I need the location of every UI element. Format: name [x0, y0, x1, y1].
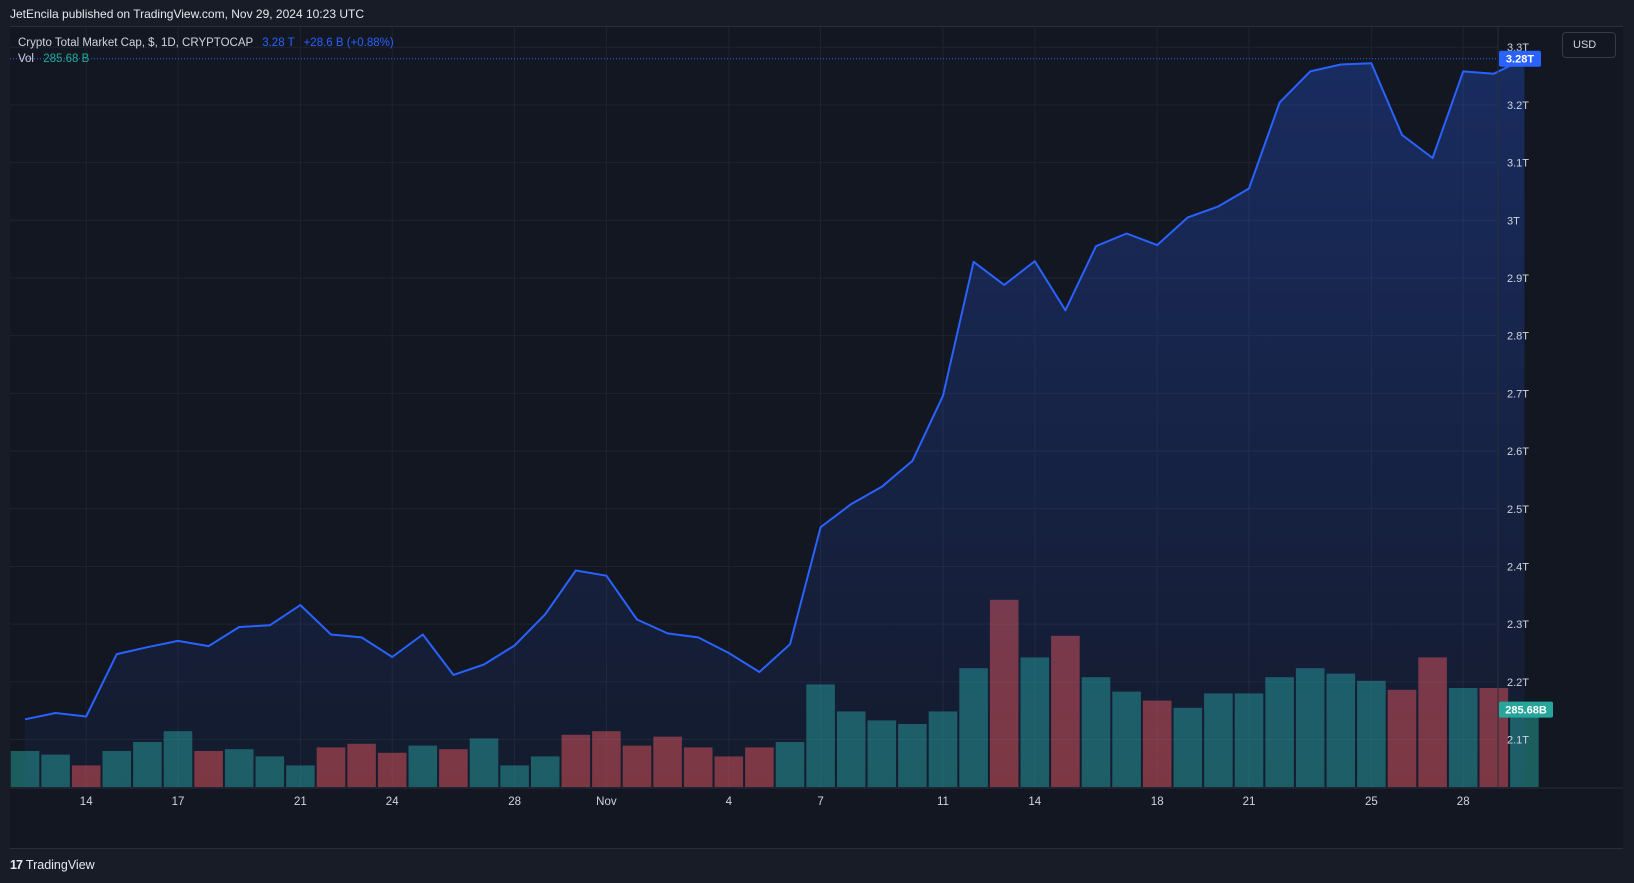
- legend-volume-row[interactable]: Vol 285.68 B: [18, 51, 394, 67]
- price-tick-label-9: 2.4T: [1507, 561, 1529, 573]
- last-price-marker: [1499, 50, 1541, 67]
- time-tick-label-6: 4: [726, 796, 733, 808]
- time-tick-label-12: 25: [1365, 796, 1378, 808]
- price-tick-label-11: 2.2T: [1507, 677, 1529, 689]
- time-tick-label-4: 28: [508, 796, 521, 808]
- price-tick-label-10: 2.3T: [1507, 619, 1529, 631]
- chart-legend: Crypto Total Market Cap, $, 1D, CRYPTOCA…: [18, 35, 394, 67]
- publisher-caption: JetEncila published on TradingView.com, …: [10, 7, 364, 21]
- price-tick-label-1: 3.2T: [1507, 100, 1529, 112]
- chart-canvas[interactable]: 3.3T3.2T3.1T3T2.9T2.8T2.7T2.6T2.5T2.4T2.…: [10, 27, 1623, 848]
- last-volume-marker-label: 285.68B: [1505, 705, 1547, 717]
- legend-title: Crypto Total Market Cap, $, 1D, CRYPTOCA…: [18, 37, 253, 49]
- last-volume-marker: [1499, 701, 1553, 718]
- legend-last-value: 3.28 T: [262, 37, 295, 49]
- time-tick-label-8: 11: [937, 796, 949, 808]
- time-tick-label-5: Nov: [596, 796, 617, 808]
- price-axis[interactable]: 3.3T3.2T3.1T3T2.9T2.8T2.7T2.6T2.5T2.4T2.…: [1497, 27, 1529, 788]
- tradingview-logo-icon: 17: [10, 858, 23, 872]
- time-tick-label-0: 14: [80, 796, 93, 808]
- last-value-markers: 3.28T 285.68B: [1499, 50, 1553, 718]
- legend-symbol-row[interactable]: Crypto Total Market Cap, $, 1D, CRYPTOCA…: [18, 35, 394, 51]
- time-tick-label-9: 14: [1028, 796, 1041, 808]
- time-axis[interactable]: 14 17 21 24 28 Nov 4 7 11 14 18 21 25 28: [10, 787, 1623, 808]
- time-tick-label-1: 17: [172, 796, 185, 808]
- legend-change: +28.6 B (+0.88%): [303, 37, 394, 49]
- price-tick-label-4: 2.9T: [1507, 273, 1529, 285]
- price-area-fill: [25, 58, 1525, 788]
- price-tick-label-6: 2.7T: [1507, 388, 1529, 400]
- chart-pane[interactable]: 3.3T 3.2T 3.1T 3T 2.9T 2.8T 2.7T 2.6T 2.5T 2.4T 2.…: [10, 26, 1623, 849]
- price-tick-label-3: 3T: [1507, 215, 1520, 227]
- time-tick-label-13: 28: [1457, 796, 1470, 808]
- time-tick-label-11: 21: [1243, 796, 1256, 808]
- legend-volume-value: 285.68 B: [43, 53, 90, 65]
- price-tick-label-5: 2.8T: [1507, 331, 1529, 343]
- last-price-marker-label: 3.28T: [1506, 54, 1534, 66]
- time-tick-label-7: 7: [817, 796, 823, 808]
- currency-button[interactable]: USD: [1562, 32, 1616, 58]
- tradingview-logo[interactable]: 17 TradingView: [10, 858, 95, 872]
- price-tick-label-8: 2.5T: [1507, 504, 1529, 516]
- price-tick-label-7: 2.6T: [1507, 446, 1529, 458]
- price-line: [24, 57, 1525, 721]
- tradingview-brand: TradingView: [25, 858, 95, 872]
- time-tick-label-10: 18: [1151, 796, 1164, 808]
- time-tick-label-3: 24: [386, 796, 399, 808]
- price-tick-label-2: 3.1T: [1507, 158, 1529, 170]
- legend-volume-label: Vol: [18, 53, 34, 65]
- time-tick-label-2: 21: [294, 796, 307, 808]
- price-area: [10, 57, 1525, 788]
- price-tick-label-12: 2.1T: [1507, 735, 1529, 747]
